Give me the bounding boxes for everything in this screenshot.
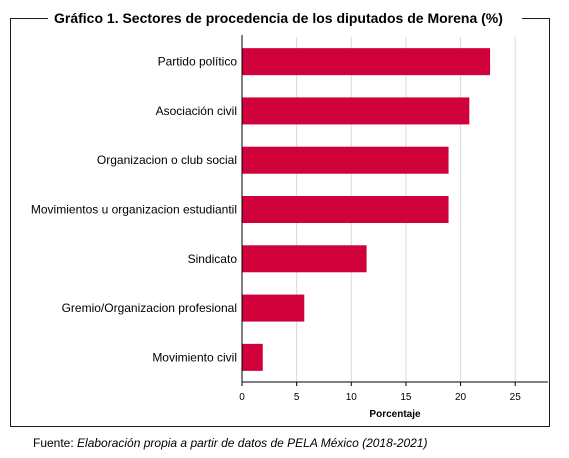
chart-frame xyxy=(10,18,550,427)
category-label-3: Movimientos u organizacion estudiantil xyxy=(31,203,237,217)
bar-5 xyxy=(242,294,305,322)
x-tick-label-10: 10 xyxy=(346,392,358,403)
bar-6 xyxy=(242,343,263,371)
x-axis-title: Porcentaje xyxy=(369,409,421,420)
source-text: Elaboración propia a partir de datos de … xyxy=(77,436,428,450)
category-label-1: Asociación civil xyxy=(156,104,237,118)
frame-border-top-left xyxy=(10,18,48,19)
bar-4 xyxy=(242,245,367,273)
bar-3 xyxy=(242,196,449,223)
bar-1 xyxy=(242,97,470,125)
x-tick-label-5: 5 xyxy=(294,392,300,403)
category-label-2: Organizacion o club social xyxy=(97,153,237,167)
category-label-0: Partido político xyxy=(158,55,238,69)
category-label-4: Sindicato xyxy=(188,252,238,266)
category-label-5: Gremio/Organizacion profesional xyxy=(62,301,237,315)
source-note: Fuente: Elaboración propia a partir de d… xyxy=(33,436,427,450)
bar-2 xyxy=(242,146,449,174)
x-tick-label-25: 25 xyxy=(510,392,522,403)
category-label-6: Movimiento civil xyxy=(152,350,237,364)
chart-title: Gráfico 1. Sectores de procedencia de lo… xyxy=(54,10,503,26)
x-tick-label-0: 0 xyxy=(239,392,245,403)
x-tick-label-15: 15 xyxy=(400,392,412,403)
frame-border-top-right xyxy=(522,18,549,19)
bar-0 xyxy=(242,48,491,76)
x-tick-label-20: 20 xyxy=(455,392,467,403)
source-prefix: Fuente: xyxy=(33,436,78,450)
